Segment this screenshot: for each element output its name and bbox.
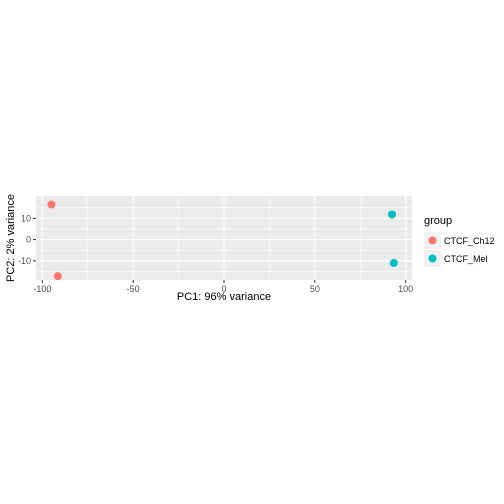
major-gridlines	[36, 196, 412, 280]
x-axis: -100 -50 0 50 100	[33, 280, 413, 294]
x-tick-label: -50	[127, 284, 140, 294]
y-tick-label: -10	[18, 256, 31, 266]
legend-swatch	[428, 236, 437, 245]
x-tick-label: 100	[398, 284, 413, 294]
data-point	[53, 272, 62, 281]
y-tick-label: 0	[26, 235, 31, 245]
data-points	[47, 200, 398, 281]
legend-swatch	[428, 254, 437, 263]
x-tick-label: 0	[221, 284, 226, 294]
x-tick-label: -100	[33, 284, 51, 294]
legend-label: CTCF_Ch12	[444, 236, 495, 246]
y-axis: -10 0 10	[18, 213, 36, 266]
y-tick-label: 10	[21, 213, 31, 223]
legend-title: group	[424, 215, 452, 227]
data-point	[389, 258, 398, 267]
legend: group CTCF_Ch12 CTCF_Mel	[424, 215, 495, 267]
data-point	[388, 210, 397, 219]
x-axis-title: PC1: 96% variance	[177, 291, 271, 303]
legend-label: CTCF_Mel	[444, 254, 488, 264]
data-point	[47, 200, 56, 209]
y-axis-title: PC2: 2% variance	[5, 194, 17, 282]
x-tick-label: 50	[310, 284, 320, 294]
